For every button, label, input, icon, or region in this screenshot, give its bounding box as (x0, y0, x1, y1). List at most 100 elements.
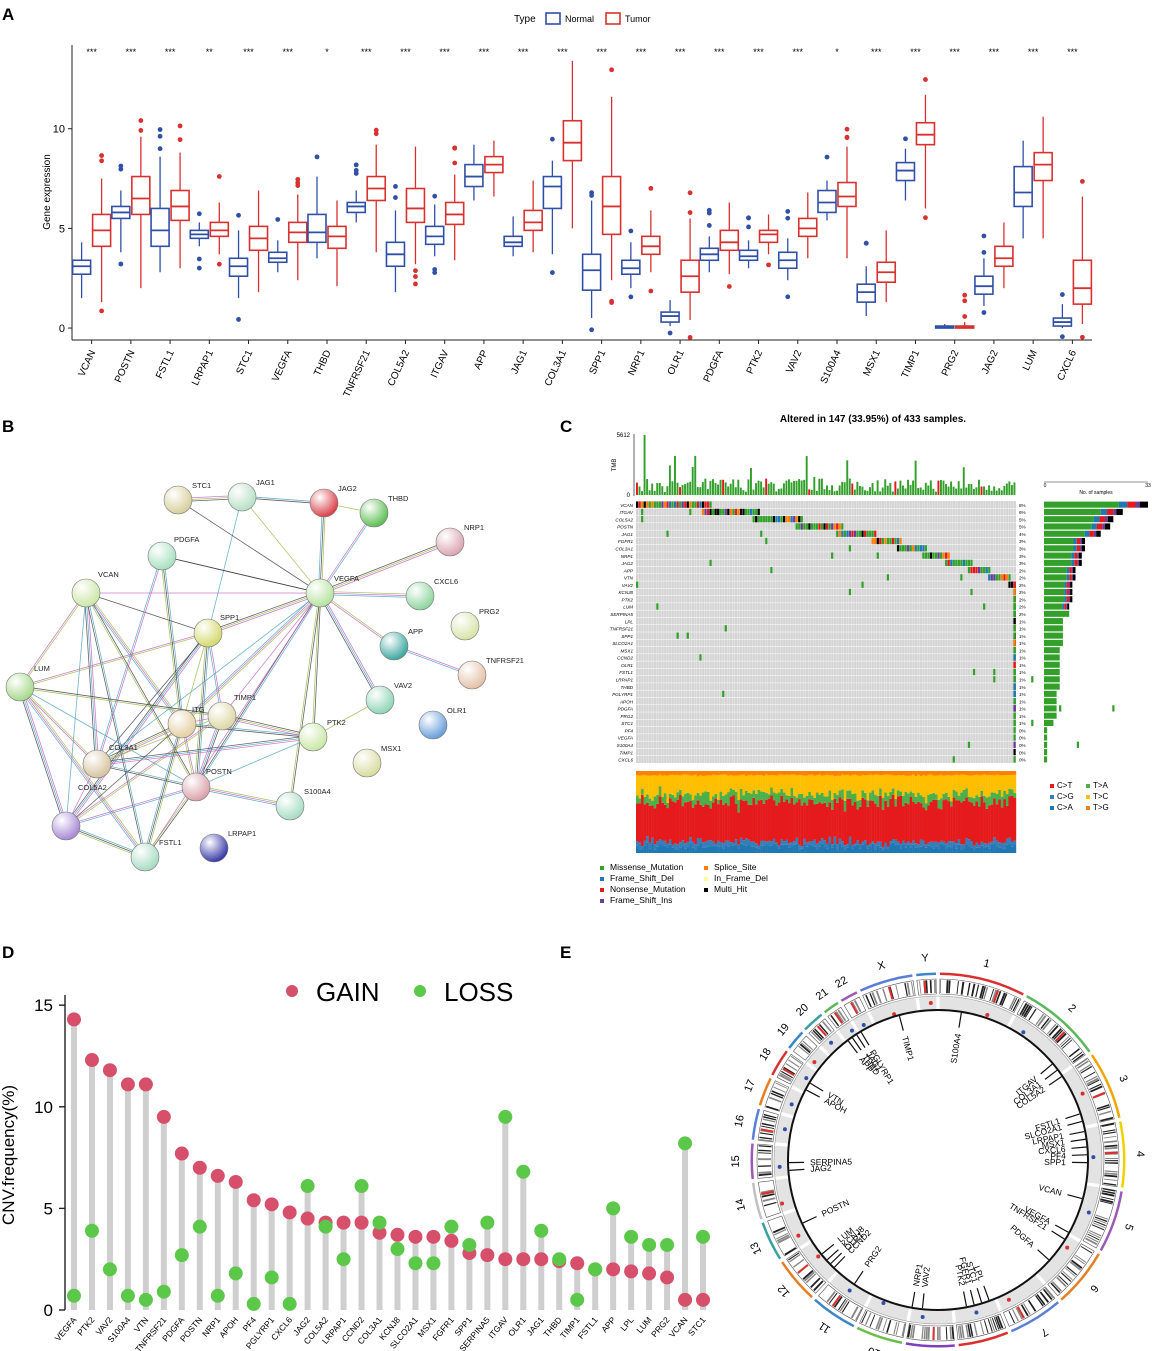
mutation-cell (993, 668, 996, 676)
snv-bar-segment (805, 775, 809, 796)
snv-bar-segment (699, 843, 703, 853)
network-edge (182, 593, 322, 726)
snv-bar-segment (846, 790, 849, 799)
outlier-point (962, 298, 968, 304)
oncoplot-gene-label: LRPAP1 (616, 677, 634, 682)
chromosome-color-band (823, 1001, 839, 1014)
side-bar-segment (1069, 574, 1072, 581)
d-x-tick-label: STC1 (686, 1315, 708, 1338)
snv-bar-segment (734, 775, 738, 792)
chromosome-color-band (1099, 1191, 1123, 1252)
loss-point (462, 1237, 477, 1252)
mutation-cell (818, 523, 821, 530)
tmb-bar (967, 483, 970, 495)
network-edge (196, 593, 322, 788)
mutation-cell (983, 603, 986, 610)
tmb-bar (861, 486, 864, 495)
mutation-cell (876, 537, 879, 545)
snv-bar-segment (823, 775, 827, 797)
outlier-point (687, 210, 693, 215)
snv-bar-segment (843, 845, 847, 850)
network-edge (207, 496, 243, 634)
snv-bar-segment (636, 774, 639, 796)
network-edge (85, 592, 209, 634)
network-edge (66, 633, 210, 828)
chromosome-band (1058, 1275, 1069, 1286)
snv-bar-segment (1013, 774, 1017, 794)
network-edge (143, 723, 181, 857)
centromere (932, 1326, 935, 1340)
snv-bar-segment (838, 838, 842, 844)
snv-bar-segment (919, 839, 923, 847)
y-tick-label: 10 (53, 124, 65, 136)
tmb-bar (706, 489, 709, 495)
snv-bar-segment (643, 840, 647, 846)
snv-bar-segment (788, 771, 791, 775)
chromosome-band (781, 1070, 793, 1079)
chromosome-band (1071, 1051, 1083, 1061)
network-edge (196, 785, 291, 805)
tmb-bar (972, 489, 975, 495)
snv-bar-segment (651, 771, 654, 776)
mutation-cell (808, 523, 811, 530)
snv-bar-segment (699, 771, 703, 776)
outlier-point (138, 118, 144, 123)
oncoplot-gene-label: JAG2 (621, 561, 634, 566)
snv-bar-segment (785, 799, 789, 840)
mutation-cell (724, 508, 727, 516)
chromosome-band (784, 1247, 797, 1256)
mutation-cell (661, 501, 664, 508)
mutation-cell (952, 559, 955, 566)
chromosome-band (1021, 1003, 1030, 1017)
network-node-ptk2 (298, 722, 328, 752)
snv-bar-segment (643, 771, 647, 775)
snv-bar-segment (907, 804, 910, 842)
mutation-cell (836, 530, 839, 537)
mutation-cell (894, 537, 897, 545)
snv-bar-segment (876, 841, 880, 846)
snv-bar-segment (1000, 771, 1004, 776)
snv-bar-segment (932, 841, 936, 849)
snv-bar-segment (747, 792, 751, 805)
chromosome-band (1070, 1259, 1083, 1269)
snv-bar-segment (810, 841, 814, 846)
snv-bar-segment (666, 775, 670, 803)
mutation-cell (945, 559, 948, 566)
snv-bar-segment (886, 796, 890, 807)
mutation-cell (978, 567, 981, 574)
mutation-cell (651, 501, 654, 508)
snv-bar-segment (1010, 775, 1014, 790)
network-edge (20, 685, 147, 857)
mutation-cell (823, 523, 826, 530)
network-edge (19, 686, 197, 788)
cnv-track (1069, 1185, 1100, 1240)
chromosome-band (763, 1201, 777, 1207)
significance-mark: *** (361, 47, 372, 57)
cnv-point (920, 1315, 925, 1320)
snv-bar-segment (795, 837, 799, 844)
snv-bar-segment (843, 771, 847, 776)
snv-bar-segment (704, 775, 708, 792)
tmb-bar (643, 435, 646, 495)
network-node-label: LUM (34, 664, 50, 673)
circos-gene-label: MSX1 (1041, 1137, 1066, 1150)
centromere (1054, 1031, 1066, 1042)
x-tick-label: TNFRSF21 (342, 348, 374, 399)
snv-bar-segment (960, 792, 963, 803)
legend-loss-dot (414, 985, 426, 997)
snv-bar-segment (717, 771, 720, 776)
chromosome-band (1077, 1060, 1089, 1069)
mutation-cell (1013, 741, 1016, 748)
snv-bar-segment (739, 837, 743, 844)
snv-bar-segment (993, 843, 996, 853)
mutation-cell (636, 581, 639, 588)
gene-leader-line (911, 1291, 916, 1307)
snv-bar-segment (772, 800, 776, 839)
chromosome-band (1051, 1281, 1062, 1292)
chromosome-band (1085, 1075, 1098, 1083)
network-node-label: SPP1 (220, 613, 239, 622)
mutation-cell (684, 501, 687, 508)
snv-bar-segment (942, 793, 946, 801)
snv-bar-segment (889, 774, 893, 792)
snv-bar-segment (674, 771, 677, 775)
